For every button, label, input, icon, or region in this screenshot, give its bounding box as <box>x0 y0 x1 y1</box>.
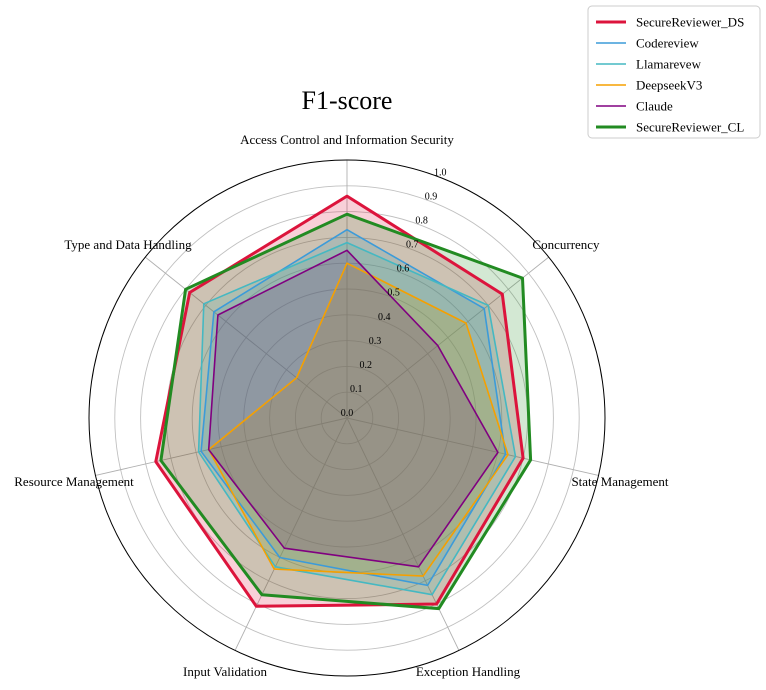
axis-label: Type and Data Handling <box>64 237 192 252</box>
axis-label: Concurrency <box>532 237 600 252</box>
axis-spoke <box>95 417 348 476</box>
axis-spoke <box>234 417 348 651</box>
radar-grid <box>88 159 606 677</box>
series-line-5 <box>159 212 533 611</box>
tick-label: 0.5 <box>387 288 400 299</box>
tick-label: 0.7 <box>406 240 419 251</box>
axis-spoke <box>346 256 549 419</box>
series-line-1 <box>200 228 507 587</box>
series-line-0 <box>154 194 525 608</box>
legend-label: Llamarevew <box>636 57 702 72</box>
legend-label: Claude <box>636 99 673 114</box>
legend-label: SecureReviewer_DS <box>636 15 744 30</box>
chart-title: F1-score <box>302 86 393 115</box>
tick-label: 0.0 <box>341 408 354 419</box>
tick-label: 0.3 <box>369 336 382 347</box>
series-fill-0 <box>155 196 524 607</box>
tick-label: 1.0 <box>434 168 447 179</box>
legend-box <box>587 5 761 139</box>
axis-label: Exception Handling <box>416 664 521 679</box>
legend: SecureReviewer_DS Codereview Llamarevew Dee… <box>587 5 761 139</box>
tick-label: 0.2 <box>359 360 372 371</box>
outer-frame <box>88 159 606 677</box>
series-line-4 <box>207 249 499 568</box>
axis-label: Access Control and Information Security <box>240 132 454 147</box>
tick-label: 0.8 <box>415 216 428 227</box>
axis-label: State Management <box>571 474 668 489</box>
axis-label: Input Validation <box>183 664 267 679</box>
series-line-3 <box>207 262 509 577</box>
series-line-2 <box>197 241 517 596</box>
series-fill-5 <box>160 214 531 609</box>
series-fill-1 <box>201 229 506 586</box>
tick-label: 0.6 <box>397 264 410 275</box>
axis-spoke <box>145 256 348 419</box>
tick-label: 0.9 <box>425 192 438 203</box>
axis-labels: Access Control and Information Security C… <box>14 132 669 679</box>
series-lines <box>154 194 533 611</box>
radial-tick-labels: 0.0 0.1 0.2 0.3 0.4 0.5 0.6 0.7 0.8 0.9 1.0 <box>341 168 447 420</box>
axis-spoke <box>346 417 460 651</box>
axis-spoke <box>346 417 599 476</box>
series-fill-4 <box>208 250 498 567</box>
tick-label: 0.1 <box>350 384 363 395</box>
series-fills <box>155 196 531 609</box>
axis-label: Resource Management <box>14 474 134 489</box>
legend-label: Codereview <box>636 36 699 51</box>
legend-label: SecureReviewer_CL <box>636 120 744 135</box>
legend-label: DeepseekV3 <box>636 78 702 93</box>
series-fill-2 <box>198 242 516 595</box>
tick-label: 0.4 <box>378 312 391 323</box>
